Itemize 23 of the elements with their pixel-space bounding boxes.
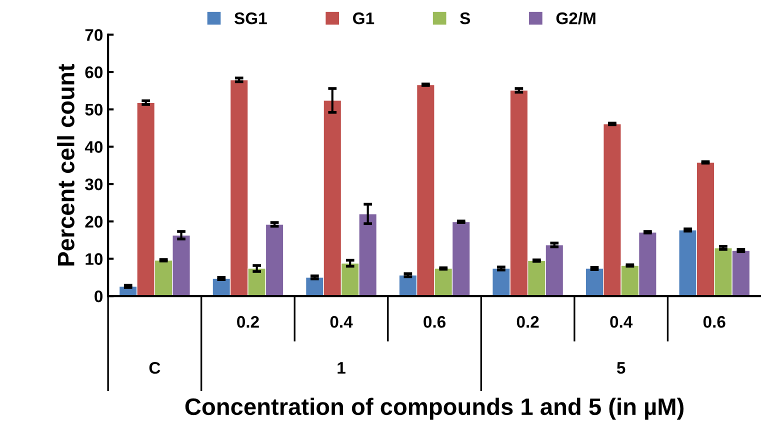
legend-label: S xyxy=(460,12,470,24)
x-tick-label: 0.6 xyxy=(424,316,446,328)
x-tick-label: 0.4 xyxy=(610,316,633,328)
x-tick-label: 0.2 xyxy=(516,316,539,328)
y-tick-label: 0 xyxy=(94,290,103,302)
y-tick-label: 20 xyxy=(85,216,103,228)
x-tick-label: 0.6 xyxy=(703,316,726,328)
legend-label: G1 xyxy=(353,12,374,24)
y-axis-title: Percent cell count xyxy=(57,64,74,266)
x-axis-title: Concentration of compounds 1 and 5 (in µM) xyxy=(185,398,684,420)
y-tick-label: 50 xyxy=(85,104,103,116)
x-tick-label: 0.4 xyxy=(330,316,353,328)
text: 1 xyxy=(338,362,346,374)
text: C xyxy=(149,362,160,374)
y-tick-label: 40 xyxy=(84,141,103,153)
y-tick-label: 10 xyxy=(86,253,103,265)
legend-label: SG1 xyxy=(234,12,267,24)
y-tick-label: 70 xyxy=(85,29,103,41)
x-tick-label: 0.2 xyxy=(237,316,259,328)
text: 5 xyxy=(616,362,626,374)
y-tick-label: 60 xyxy=(85,66,103,78)
legend-label: G2/M xyxy=(556,12,596,24)
y-tick-label: 30 xyxy=(85,178,103,190)
